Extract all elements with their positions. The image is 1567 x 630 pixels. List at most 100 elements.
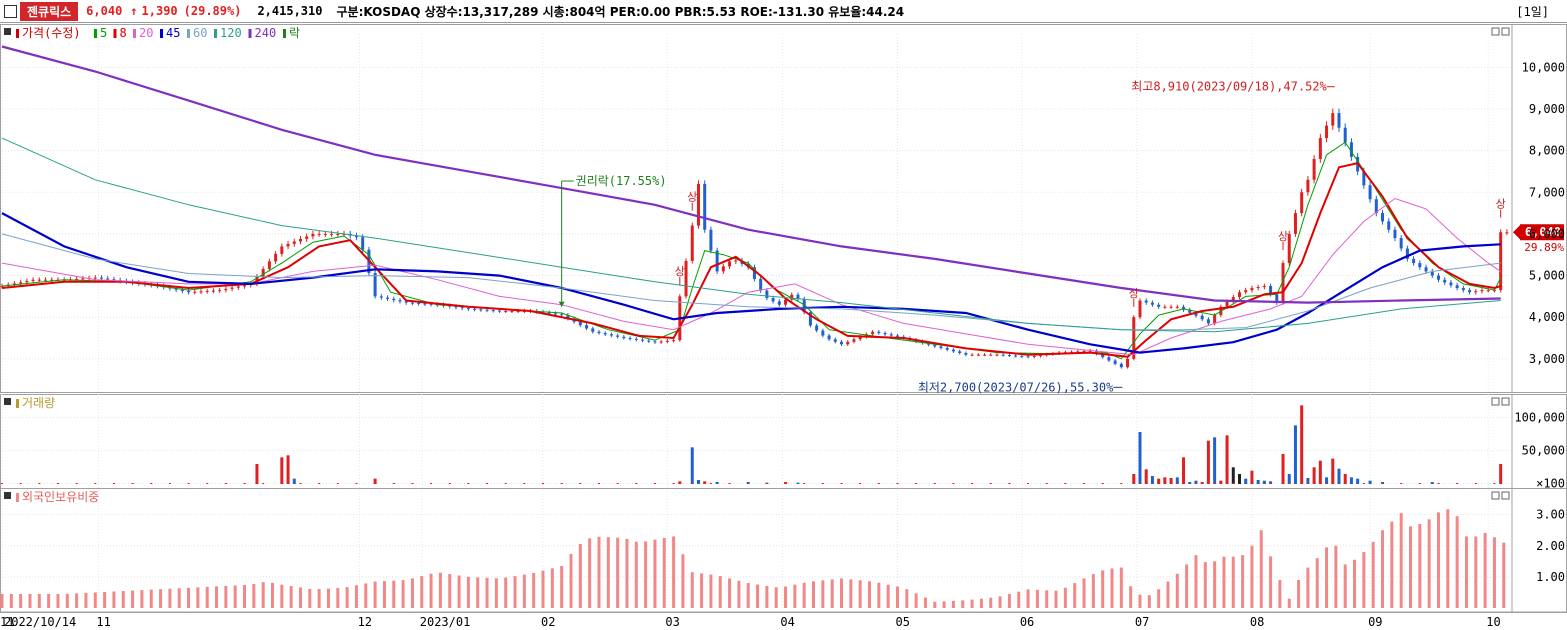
foreign-ratio-bar bbox=[700, 573, 704, 608]
ma-line-20 bbox=[1, 197, 1501, 356]
volume-bar bbox=[1175, 477, 1179, 484]
foreign-ratio-bar bbox=[1259, 530, 1263, 608]
ma-line-60 bbox=[1, 233, 1501, 331]
foreign-ratio-bar bbox=[392, 580, 396, 608]
foreign-ratio-bar bbox=[149, 589, 153, 608]
foreign-ratio-bar bbox=[1418, 524, 1422, 608]
foreign-ratio-bar bbox=[168, 588, 172, 608]
foreign-ratio-bar bbox=[1353, 559, 1357, 608]
volume-bar-small bbox=[19, 483, 22, 484]
foreign-ratio-bar bbox=[336, 588, 340, 608]
candle-body bbox=[429, 303, 433, 305]
candle-body bbox=[1014, 355, 1018, 357]
volume-bar bbox=[1219, 480, 1223, 484]
volume-bar bbox=[1225, 435, 1229, 484]
foreign-ratio-bar bbox=[1343, 564, 1347, 608]
volume-bar-small bbox=[1120, 483, 1123, 484]
last-price-pointer-icon bbox=[1513, 225, 1520, 240]
x-tick-label: 07 bbox=[1135, 615, 1149, 629]
candle-body bbox=[796, 294, 800, 299]
legend-label: 45 bbox=[166, 26, 180, 40]
candle-body bbox=[1206, 319, 1210, 324]
candle-body bbox=[417, 303, 421, 305]
candle-body bbox=[323, 233, 327, 235]
volume-bar-small bbox=[262, 483, 265, 484]
foreign-ratio-bar bbox=[634, 541, 638, 608]
volume-bar bbox=[1237, 474, 1241, 484]
volume-bar-small bbox=[486, 483, 489, 484]
candle-body bbox=[1256, 287, 1260, 289]
maximize-icon[interactable] bbox=[1501, 491, 1510, 500]
foreign-ratio-bar bbox=[75, 593, 79, 608]
minimize-icon[interactable] bbox=[1491, 491, 1500, 500]
minimize-icon[interactable] bbox=[1491, 27, 1500, 36]
volume-bar-small bbox=[299, 483, 302, 484]
candle-body bbox=[1275, 294, 1279, 303]
candle-body bbox=[1132, 317, 1136, 359]
x-start-label: 2022/10/14 bbox=[4, 615, 76, 629]
candle-body bbox=[958, 351, 962, 354]
foreign-ratio-bar bbox=[1166, 581, 1170, 608]
candle-body bbox=[379, 296, 383, 298]
high-annotation: 최고8,910(2023/09/18),47.52% bbox=[1131, 80, 1327, 94]
foreign-ratio-bar bbox=[756, 584, 760, 608]
candle-body bbox=[267, 261, 271, 269]
foreign-ratio-bar bbox=[998, 596, 1002, 608]
minimize-icon[interactable] bbox=[1491, 397, 1500, 406]
x-tick-label: 2023/01 bbox=[420, 615, 471, 629]
candle-body bbox=[1368, 185, 1372, 200]
select-checkbox[interactable] bbox=[4, 4, 17, 18]
volume-bar bbox=[1499, 464, 1503, 484]
legend-swatch bbox=[113, 29, 117, 38]
foreign-ratio-bar bbox=[1334, 545, 1338, 608]
period-selector[interactable]: [1일] bbox=[1516, 5, 1549, 19]
price-tick-label: 5,000 bbox=[1529, 269, 1565, 283]
candle-body bbox=[1306, 179, 1310, 193]
foreign-ratio-bar bbox=[1119, 567, 1123, 608]
foreign-ratio-bar bbox=[1278, 580, 1282, 608]
trade-volume: 2,415,310 bbox=[257, 4, 323, 18]
candle-body bbox=[187, 290, 191, 293]
volume-bar-small bbox=[150, 483, 153, 484]
candle-body bbox=[1300, 192, 1304, 214]
panel-frame bbox=[0, 24, 1567, 393]
foreign-ratio-bar bbox=[821, 580, 825, 608]
candle-body bbox=[180, 289, 184, 291]
volume-bar-small bbox=[1045, 483, 1048, 484]
volume-bar-small bbox=[542, 483, 545, 484]
maximize-icon[interactable] bbox=[1501, 397, 1510, 406]
candle-body bbox=[99, 277, 103, 279]
foreign-ratio-bar bbox=[448, 574, 452, 608]
candle-body bbox=[62, 279, 66, 281]
candle-body bbox=[709, 229, 713, 251]
volume-bar-small bbox=[653, 483, 656, 484]
upper-limit-mark: 상 bbox=[1129, 287, 1139, 300]
foreign-ratio-bar bbox=[131, 590, 135, 608]
candle-body bbox=[386, 297, 390, 299]
candle-body bbox=[752, 267, 756, 279]
candle-body bbox=[1169, 306, 1173, 308]
candle-body bbox=[1424, 267, 1428, 272]
candle-body bbox=[491, 310, 495, 312]
candle-body bbox=[1026, 356, 1030, 358]
candle-body bbox=[815, 325, 819, 331]
maximize-icon[interactable] bbox=[1501, 27, 1510, 36]
candle-body bbox=[473, 308, 477, 310]
foreign-ratio-bar bbox=[1409, 526, 1413, 608]
foreign-ratio-bar bbox=[1110, 568, 1114, 608]
stock-name[interactable]: 젠큐릭스 bbox=[20, 1, 79, 21]
foreign-ratio-bar bbox=[513, 576, 517, 608]
foreign-ratio-bar bbox=[550, 568, 554, 608]
volume-bar-small bbox=[1101, 483, 1104, 484]
foreign-ratio-bar bbox=[159, 589, 163, 608]
foreign-ratio-bar bbox=[1399, 513, 1403, 608]
candle-body bbox=[460, 307, 464, 309]
legend-label: 8 bbox=[120, 26, 127, 40]
foreign-ratio-bar bbox=[802, 582, 806, 608]
x-tick-label: 12 bbox=[358, 615, 372, 629]
candle-body bbox=[628, 338, 632, 340]
legend-swatch bbox=[248, 29, 252, 38]
candle-body bbox=[1213, 315, 1217, 324]
foreign-ratio-bar bbox=[1427, 519, 1431, 608]
candle-body bbox=[1443, 279, 1447, 283]
